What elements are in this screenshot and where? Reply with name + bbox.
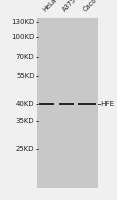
Text: 25KD: 25KD xyxy=(16,146,35,152)
Bar xyxy=(37,18,98,188)
Text: HeLa: HeLa xyxy=(42,0,58,13)
Text: Caco-2: Caco-2 xyxy=(82,0,102,13)
Text: 55KD: 55KD xyxy=(16,73,35,79)
Text: HFE: HFE xyxy=(100,101,114,107)
Text: A375: A375 xyxy=(62,0,78,13)
Text: 70KD: 70KD xyxy=(16,54,35,60)
Text: 35KD: 35KD xyxy=(16,118,35,124)
Text: 100KD: 100KD xyxy=(11,34,35,40)
Text: 130KD: 130KD xyxy=(11,19,35,25)
Text: 40KD: 40KD xyxy=(16,101,35,107)
